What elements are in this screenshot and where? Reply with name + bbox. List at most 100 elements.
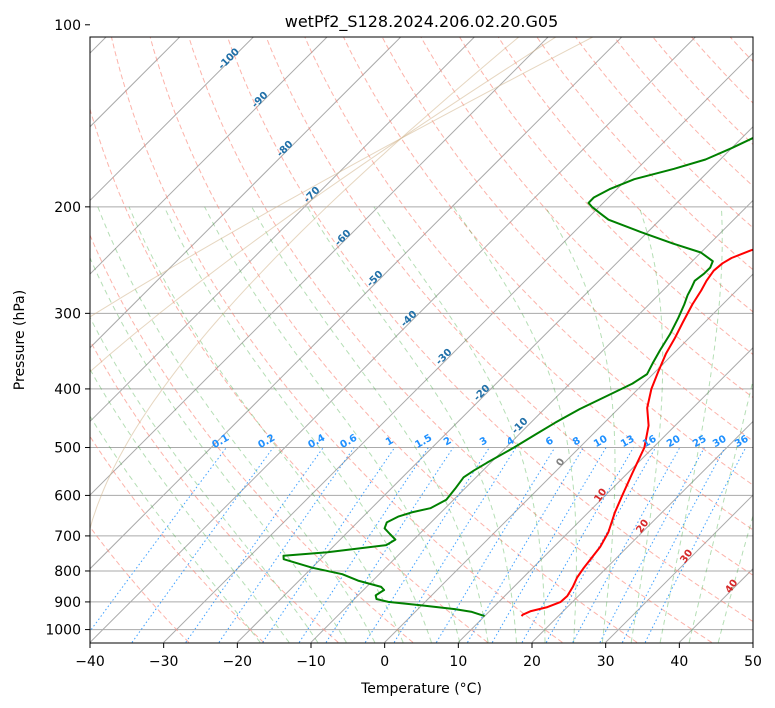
dry-adiabat-line: [304, 37, 753, 531]
moist-adiabat-line: [204, 206, 461, 643]
mixing-ratio-line: [435, 447, 556, 643]
dry-adiabat-label: -70: [302, 185, 323, 206]
background-reference-lines: [90, 37, 753, 643]
mixing-ratio-label: 0.4: [306, 433, 327, 451]
x-tick-label: 20: [523, 654, 541, 670]
isotherm-line: [90, 37, 402, 349]
reference-curve: [90, 37, 520, 643]
moist-adiabat-line: [90, 316, 319, 643]
dry-adiabat-label: -30: [434, 347, 455, 368]
mixing-ratio-label: 4: [505, 435, 517, 448]
mixing-ratio-line: [298, 447, 429, 643]
dry-adiabat-label: -80: [275, 139, 296, 160]
moist-adiabat-line: [453, 206, 577, 643]
dry-adiabat-label: -40: [399, 309, 420, 330]
dry-adiabat-line: [149, 37, 638, 643]
mixing-ratio-line: [545, 447, 657, 643]
y-tick-label: 100: [54, 18, 81, 34]
dry-adiabat-line: [458, 37, 753, 356]
dry-adiabat-line: [90, 339, 339, 643]
mixing-ratio-line: [325, 447, 454, 643]
dry-adiabat-line: [90, 526, 190, 643]
moist-adiabat-line: [251, 206, 489, 643]
y-tick-label: 600: [54, 488, 81, 504]
mixing-ratio-label: 2: [442, 435, 454, 448]
y-tick-label: 500: [54, 441, 81, 457]
x-tick-label: 50: [744, 654, 762, 670]
mixing-ratio-label: 0.2: [256, 433, 277, 451]
isotherm-line: [90, 37, 697, 643]
moist-adiabat-line: [90, 256, 347, 643]
dry-adiabat-line: [90, 233, 414, 643]
y-tick-label: 800: [54, 564, 81, 580]
dry-adiabat-label: -10: [510, 416, 531, 437]
moist-adiabat-line: [659, 206, 723, 643]
dry-adiabat-line: [536, 37, 753, 271]
moist-adiabat-label: 10: [592, 487, 609, 505]
moist-adiabat-line: [544, 206, 616, 643]
dry-adiabat-label: -100: [216, 46, 242, 72]
moist-adiabat-line: [717, 514, 753, 643]
dry-adiabat-line: [265, 37, 753, 576]
x-tick-label: 40: [670, 654, 688, 670]
isotherm-line: [90, 37, 476, 423]
moist-adiabat-line: [688, 378, 753, 643]
dry-adiabat-line: [110, 37, 563, 643]
isotherm-line: [310, 199, 753, 643]
isotherm-line: [236, 126, 753, 643]
y-axis-label: Pressure (hPa): [12, 290, 28, 390]
dry-adiabat-line: [226, 37, 753, 623]
mixing-ratio-line: [262, 447, 396, 643]
x-tick-label: −10: [296, 654, 326, 670]
temperature-profile-line: [520, 248, 753, 617]
chart-title: wetPf2_S128.2024.206.02.20.G05: [285, 12, 559, 32]
dry-adiabat-line: [690, 37, 753, 104]
y-tick-label: 200: [54, 200, 81, 216]
moist-adiabat-line: [128, 206, 404, 643]
dry-adiabat-line: [613, 37, 753, 187]
isotherm-line: [605, 494, 753, 643]
data-series: [282, 136, 753, 618]
y-tick-label: 1000: [45, 623, 81, 639]
dewpoint-profile-line: [282, 136, 753, 618]
isotherm-line: [90, 37, 623, 570]
dry-adiabat-line: [497, 37, 753, 313]
moist-adiabat-line: [306, 206, 517, 643]
mixing-ratio-line: [572, 447, 681, 643]
mixing-ratio-line: [393, 447, 517, 643]
isotherm-line: [90, 37, 328, 275]
y-tick-label: 300: [54, 306, 81, 322]
mixing-ratio-label: 0.1: [210, 433, 231, 451]
mixing-ratio-label: 0.6: [338, 433, 359, 451]
mixing-ratio-line: [491, 447, 607, 643]
x-tick-label: −20: [223, 654, 253, 670]
dry-adiabat-line: [90, 435, 264, 643]
x-tick-label: 10: [449, 654, 467, 670]
moist-adiabat-line: [630, 206, 664, 643]
y-tick-label: 700: [54, 529, 81, 545]
isotherm-line: [384, 273, 753, 643]
dry-adiabat-label: -60: [333, 228, 354, 249]
moist-adiabat-line: [90, 415, 261, 643]
mixing-ratio-line: [467, 447, 584, 643]
mixing-ratio-label: 1: [384, 435, 396, 448]
mixing-ratio-label: 6: [544, 435, 556, 448]
isotherm-line: [90, 37, 255, 202]
dry-adiabat-line: [420, 37, 753, 399]
isotherm-line: [90, 37, 181, 128]
dry-adiabat-line: [90, 107, 488, 643]
mixing-ratio-line: [644, 447, 747, 643]
reference-curve: [90, 37, 594, 318]
moist-adiabat-label: 0: [554, 457, 567, 469]
mixing-ratio-line: [185, 447, 324, 643]
moist-adiabat-line: [97, 206, 376, 643]
mixing-ratio-line: [364, 447, 490, 643]
dry-adiabat-line: [342, 37, 753, 486]
isotherm-line: [531, 420, 753, 643]
mixing-ratio-line: [621, 447, 726, 643]
moist-adiabat-line: [163, 206, 432, 643]
y-axis: 100 200 300 400 500 600 700 800 900 1000: [45, 18, 90, 639]
isotherm-line: [90, 37, 549, 496]
moist-adiabat-label: 20: [634, 518, 651, 536]
